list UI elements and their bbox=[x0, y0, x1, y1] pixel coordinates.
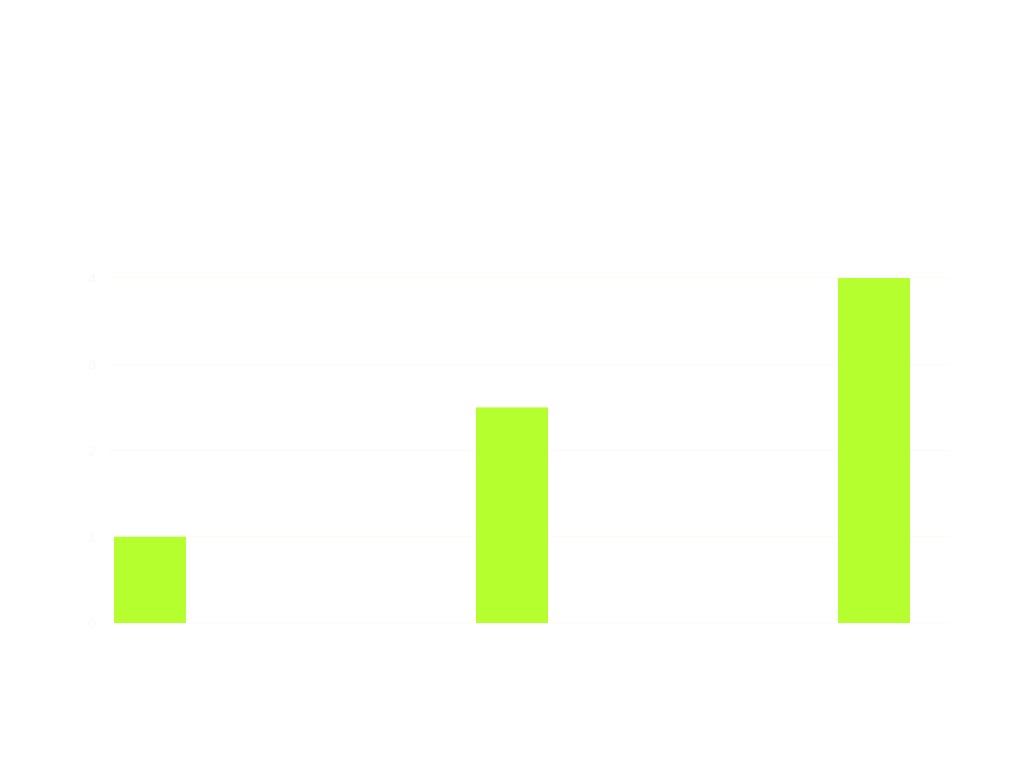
bars bbox=[114, 278, 910, 623]
y-axis-ticks: 0 1 2 3 4 bbox=[88, 270, 96, 631]
y-tick-label: 4 bbox=[88, 270, 96, 286]
y-tick-label: 2 bbox=[88, 443, 96, 459]
y-tick-label: 3 bbox=[88, 356, 96, 372]
bar-1 bbox=[114, 536, 186, 623]
y-tick-label: 0 bbox=[88, 615, 96, 631]
y-tick-label: 1 bbox=[88, 529, 96, 545]
bar-2 bbox=[476, 407, 548, 623]
bar-3 bbox=[838, 278, 910, 623]
